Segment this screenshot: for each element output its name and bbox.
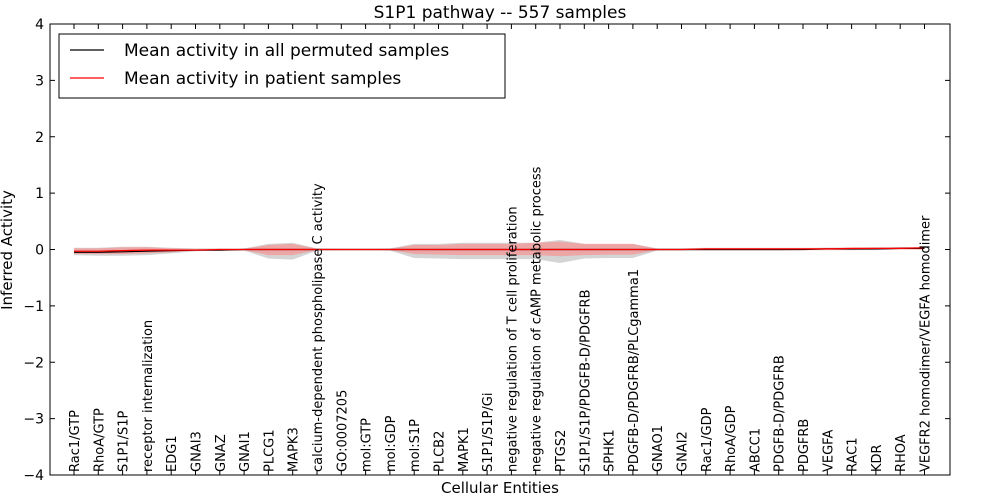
y-tick-label: −1	[23, 299, 44, 315]
x-category-label: Rac1/GTP	[68, 410, 83, 472]
legend-box	[58, 33, 506, 99]
x-category-label: Rac1/GDP	[700, 407, 715, 472]
y-tick-label: −3	[23, 412, 44, 428]
series-line	[74, 247, 925, 252]
y-tick-label: 2	[35, 130, 44, 146]
x-category-label: MAPK1	[457, 427, 472, 472]
x-axis: Rac1/GTP RhoA/GTP S1P1/S1P receptor interna…	[68, 24, 934, 475]
legend-label-patient: Mean activity in patient samples	[124, 69, 401, 89]
x-category-label: GNAI2	[676, 431, 691, 472]
x-category-label: GNAO1	[651, 425, 666, 472]
y-tick-label: 4	[35, 17, 44, 33]
chart-title: S1P1 pathway -- 557 samples	[374, 3, 627, 23]
x-category-label: negative regulation of cAMP metabolic pr…	[530, 166, 545, 472]
x-category-label: S1P1/S1P/Gi	[481, 393, 496, 472]
y-tick-label: −2	[23, 355, 44, 371]
y-tick-label: 3	[35, 73, 44, 89]
x-category-label: RhoA/GTP	[92, 408, 107, 472]
y-tick-label: −4	[23, 468, 44, 484]
x-category-label: PDGFRB	[797, 419, 812, 472]
x-category-label: PTGS2	[554, 430, 569, 472]
x-category-label: GNAI1	[238, 431, 253, 472]
x-category-label: VEGFR2 homodimer/VEGFA homodimer	[919, 215, 934, 472]
x-category-label: RHOA	[894, 434, 909, 472]
x-category-label: PLCG1	[262, 429, 277, 472]
x-category-label: calcium-dependent phospholipase C activi…	[311, 183, 326, 472]
x-category-label: S1P1/S1P/PDGFB-D/PDGFRB	[578, 289, 593, 472]
x-category-label: SPHK1	[603, 429, 618, 472]
plot-frame	[49, 23, 951, 476]
x-category-label: RAC1	[846, 437, 861, 472]
series-lines	[74, 247, 925, 253]
x-category-label: EDG1	[165, 435, 180, 472]
legend-label-permuted: Mean activity in all permuted samples	[124, 41, 449, 61]
x-axis-label: Cellular Entities	[441, 479, 559, 497]
x-category-label: S1P1/S1P	[117, 410, 132, 472]
x-category-label: mol:GDP	[384, 415, 399, 472]
x-category-label: PLCB2	[433, 431, 448, 472]
x-category-label: GNAZ	[214, 434, 229, 472]
y-axis-label: Inferred Activity	[0, 190, 16, 310]
x-category-label: mol:GTP	[360, 418, 375, 472]
y-tick-label: 1	[35, 186, 44, 202]
y-axis: −4 −3 −2 −1 0 1 2 3 4	[23, 17, 950, 484]
x-category-label: RhoA/GDP	[724, 405, 739, 472]
y-tick-label: 0	[35, 243, 44, 259]
x-category-label: receptor internalization	[141, 320, 156, 472]
x-category-label: GO:0007205	[335, 390, 350, 472]
x-category-label: negative regulation of T cell proliferat…	[505, 206, 520, 472]
x-category-label: PDGFB-D/PDGFRB/PLCgamma1	[627, 269, 642, 472]
x-category-label: GNAI3	[190, 431, 205, 472]
x-category-label: mol:S1P	[408, 419, 423, 472]
legend: Mean activity in all permuted samples Me…	[58, 33, 506, 99]
x-category-label: MAPK3	[287, 427, 302, 472]
x-category-label: VEGFA	[821, 430, 836, 472]
x-category-label: ABCC1	[748, 428, 763, 472]
confidence-bands	[74, 239, 925, 263]
x-category-label: PDGFB-D/PDGFRB	[773, 355, 788, 472]
x-category-label: KDR	[870, 444, 885, 472]
